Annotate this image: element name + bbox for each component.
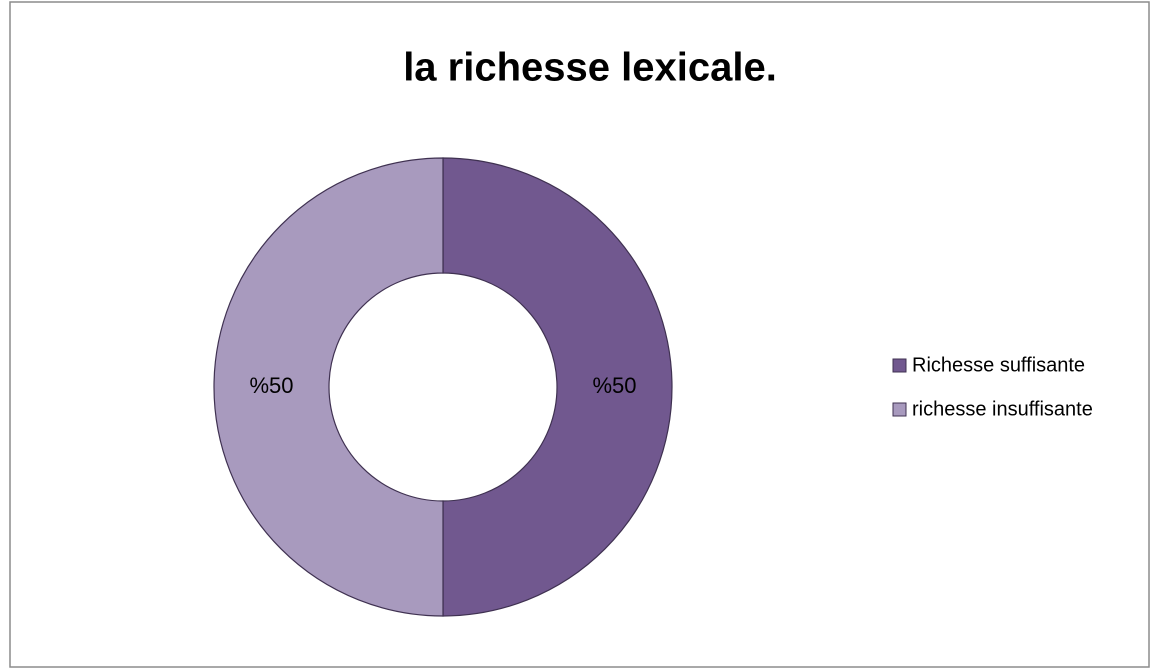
donut-slice (442, 157, 673, 617)
chart-title: la richesse lexicale. (403, 46, 777, 90)
legend-swatch (892, 358, 907, 373)
data-label: %50 (592, 373, 636, 398)
donut-slice (213, 157, 444, 617)
legend-label: richesse insuffisante (912, 398, 1093, 420)
data-label: %50 (249, 373, 293, 398)
legend-swatch (892, 402, 907, 417)
legend-label: Richesse suffisante (912, 354, 1085, 376)
